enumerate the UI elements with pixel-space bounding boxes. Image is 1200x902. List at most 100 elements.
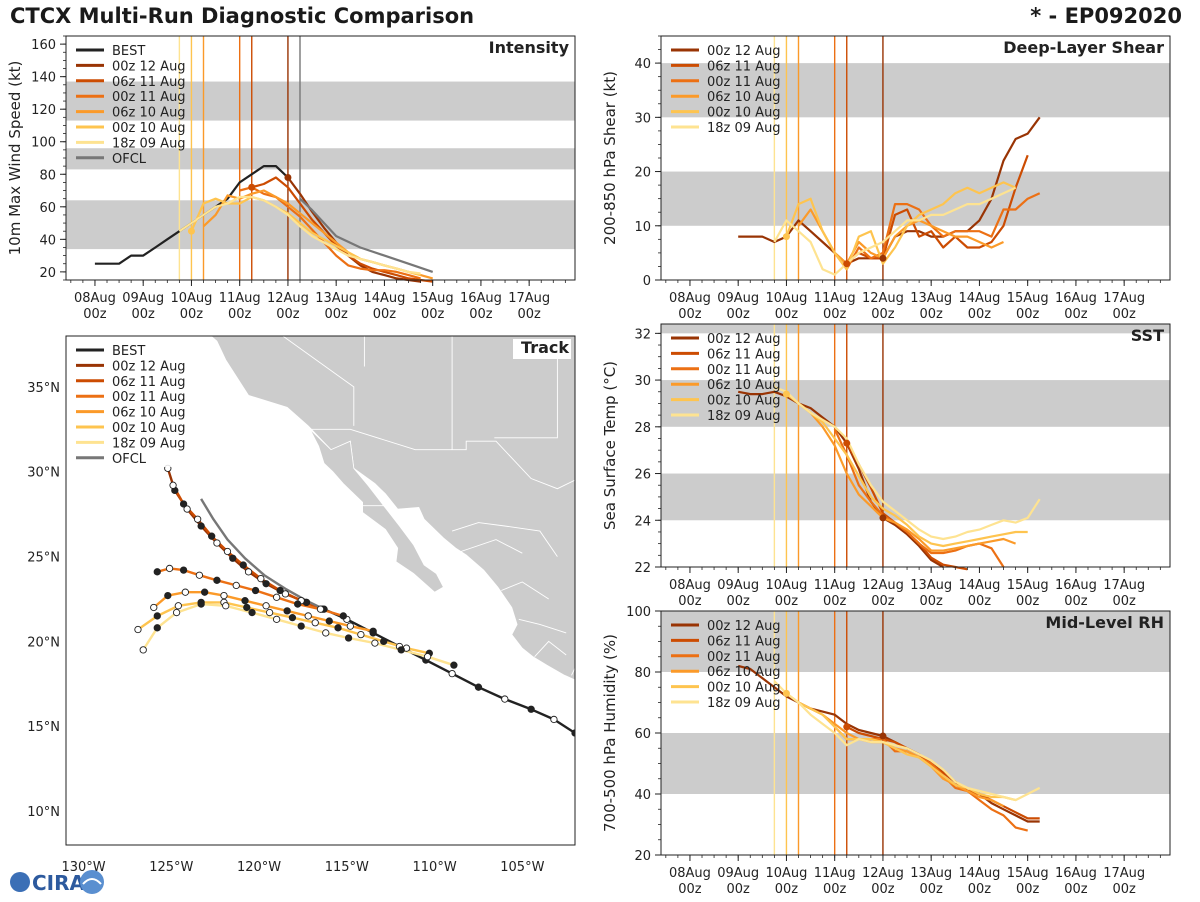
chart-track: 130°W 125°W 120°W 115°W 110°W 105°W10°N15°N20… <box>27 335 576 875</box>
series-point <box>843 260 851 268</box>
track-point <box>220 591 228 600</box>
cira-logo: CIRA <box>6 866 106 898</box>
x-tick-label: 11Aug <box>814 291 856 306</box>
x-tick-label: 00z <box>727 307 751 322</box>
y-tick-label: 80 <box>634 666 651 681</box>
legend-label: 06z 11 Aug <box>707 347 781 362</box>
y-tick-label: 20 <box>39 266 56 281</box>
track-point <box>283 607 291 615</box>
track-point <box>450 661 458 669</box>
y-tick-label: 100 <box>626 605 651 620</box>
track-point <box>344 634 353 642</box>
legend-label: BEST <box>112 344 145 359</box>
x-tick-label: 00z <box>968 594 992 609</box>
legend-label: 06z 10 Aug <box>112 106 186 121</box>
track-point <box>316 605 325 613</box>
track-point <box>304 612 312 620</box>
state-border <box>310 428 575 490</box>
threshold-band <box>66 81 575 121</box>
x-tick-label: 00z <box>775 882 799 897</box>
y-tick-label: 20°N <box>27 635 60 650</box>
series-line <box>178 195 421 275</box>
track-point <box>272 593 281 601</box>
track-point <box>195 571 204 579</box>
x-tick-label: 00z <box>871 594 895 609</box>
legend-label: 06z 11 Aug <box>707 634 781 649</box>
x-tick-label: 00z <box>919 594 943 609</box>
threshold-band <box>661 611 1170 672</box>
y-tick-label: 0 <box>643 274 651 289</box>
y-tick-label: 20 <box>634 849 651 864</box>
y-tick-label: 22 <box>634 561 651 576</box>
x-tick-label: 13Aug <box>910 578 952 593</box>
legend-label: 00z 10 Aug <box>112 421 186 436</box>
plot-frame <box>65 335 576 846</box>
x-tick-label: 00z <box>1064 882 1088 897</box>
x-tick-label: 00z <box>727 594 751 609</box>
legend-label: 00z 11 Aug <box>112 390 186 405</box>
panel-title: Deep-Layer Shear <box>1003 38 1164 57</box>
land-baja <box>309 429 444 593</box>
x-tick-label: 105°W <box>500 860 544 875</box>
track-point <box>222 602 230 610</box>
threshold-band <box>661 324 1170 334</box>
legend-label: 06z 10 Aug <box>707 378 781 393</box>
x-tick-label: 00z <box>1016 594 1040 609</box>
x-tick-label: 09Aug <box>717 866 759 881</box>
track-point <box>448 669 456 678</box>
series-line <box>251 176 433 283</box>
track-point <box>257 574 265 583</box>
y-tick-label: 10 <box>634 220 651 235</box>
y-tick-label: 140 <box>31 71 56 86</box>
x-tick-label: 12Aug <box>862 866 904 881</box>
x-tick-label: 00z <box>823 307 847 322</box>
track-point <box>165 564 174 573</box>
track-point <box>153 568 161 576</box>
x-tick-label: 13Aug <box>910 866 952 881</box>
x-tick-label: 15Aug <box>1007 866 1049 881</box>
track-point <box>423 653 432 661</box>
series-line <box>833 192 1041 271</box>
x-tick-label: 12Aug <box>862 578 904 593</box>
x-tick-label: 00z <box>1016 882 1040 897</box>
legend-label: 00z 12 Aug <box>707 332 781 347</box>
y-tick-label: 80 <box>39 168 56 183</box>
legend-label: OFCL <box>112 452 147 467</box>
track-point <box>239 561 247 569</box>
series-line <box>737 664 1040 823</box>
legend-label: 18z 09 Aug <box>112 436 186 451</box>
track-point <box>179 500 188 508</box>
track-point <box>262 580 270 588</box>
legend-label: 18z 09 Aug <box>112 136 186 151</box>
legend-label: 18z 09 Aug <box>707 409 781 424</box>
series-point <box>843 723 851 731</box>
y-tick-label: 120 <box>31 103 56 118</box>
threshold-band <box>661 733 1170 794</box>
x-tick-label: 09Aug <box>122 291 164 306</box>
series-line <box>773 680 1041 802</box>
logo-text: CIRA <box>32 871 86 895</box>
legend-label: 00z 11 Aug <box>112 90 186 105</box>
track-point <box>164 591 172 600</box>
x-tick-label: 10Aug <box>765 291 807 306</box>
legend-label: 00z 10 Aug <box>707 106 781 121</box>
track-point <box>208 532 216 540</box>
x-tick-label: 13Aug <box>315 291 357 306</box>
y-tick-label: 25°N <box>27 551 60 566</box>
x-tick-label: 16Aug <box>1055 578 1097 593</box>
x-tick-label: 00z <box>1064 594 1088 609</box>
x-tick-label: 110°W <box>413 860 457 875</box>
legend-label: OFCL <box>112 152 147 167</box>
state-border <box>282 336 355 426</box>
state-border <box>501 581 549 600</box>
track-point <box>197 600 205 608</box>
y-tick-label: 10°N <box>27 805 60 820</box>
series-line <box>299 197 434 273</box>
series-point <box>187 227 195 235</box>
legend-label: 06z 11 Aug <box>707 59 781 74</box>
track-point <box>281 590 290 598</box>
series-point <box>843 439 851 447</box>
x-tick-label: 00z <box>1112 882 1136 897</box>
x-tick-label: 00z <box>228 307 252 322</box>
